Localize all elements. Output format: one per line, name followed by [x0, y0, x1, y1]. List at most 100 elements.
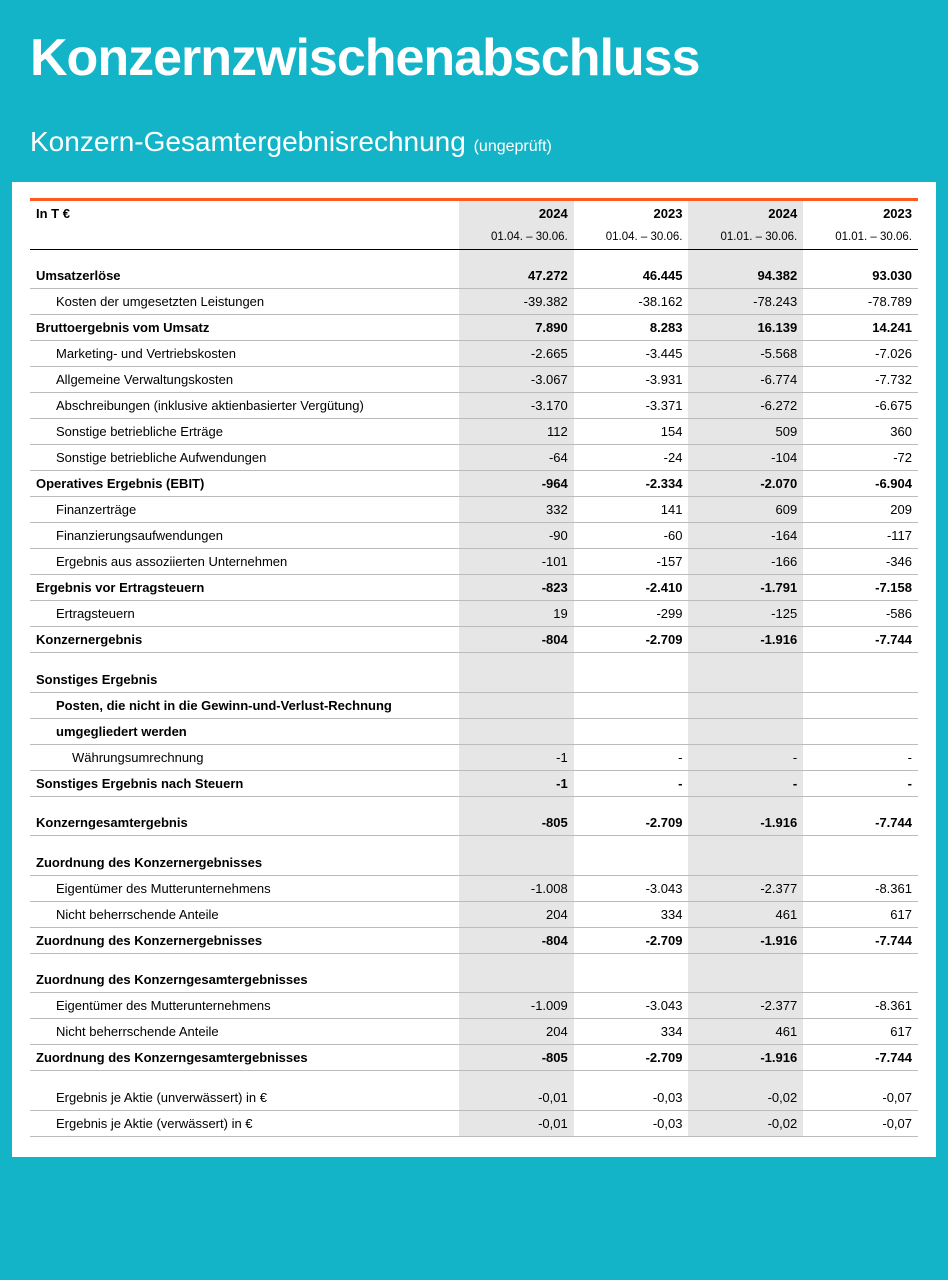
- row-value: -5.568: [688, 341, 803, 367]
- row-label: Finanzerträge: [30, 497, 459, 523]
- row-value: -164: [688, 523, 803, 549]
- row-label: Ertragsteuern: [30, 601, 459, 627]
- row-label: Zuordnung des Konzerngesamtergebnisses: [30, 1045, 459, 1071]
- row-value: -78.243: [688, 289, 803, 315]
- row-value: 509: [688, 419, 803, 445]
- row-value: 7.890: [459, 315, 574, 341]
- spacer-cell: [688, 653, 803, 667]
- row-value: -299: [574, 601, 689, 627]
- row-value: -64: [459, 445, 574, 471]
- row-value: -1.009: [459, 993, 574, 1019]
- row-value: -1.916: [688, 927, 803, 953]
- row-value: -804: [459, 627, 574, 653]
- row-value: [459, 718, 574, 744]
- row-value: -2.377: [688, 875, 803, 901]
- row-value: 609: [688, 497, 803, 523]
- col-period: 01.01. – 30.06.: [688, 226, 803, 250]
- row-value: -: [803, 770, 918, 796]
- row-value: -2.709: [574, 927, 689, 953]
- row-value: [803, 718, 918, 744]
- row-value: -6.272: [688, 393, 803, 419]
- row-value: 8.283: [574, 315, 689, 341]
- row-value: 334: [574, 1019, 689, 1045]
- row-value: -2.709: [574, 1045, 689, 1071]
- spacer-cell: [459, 836, 574, 850]
- row-value: -2.070: [688, 471, 803, 497]
- row-value: [459, 692, 574, 718]
- section-label: Zuordnung des Konzernergebnisses: [30, 850, 459, 876]
- row-value: [803, 692, 918, 718]
- row-label: Ergebnis aus assoziierten Unternehmen: [30, 549, 459, 575]
- row-value: 461: [688, 901, 803, 927]
- row-value: -166: [688, 549, 803, 575]
- col-year: 2023: [574, 200, 689, 227]
- row-value: 19: [459, 601, 574, 627]
- row-value: 154: [574, 419, 689, 445]
- row-value: 204: [459, 901, 574, 927]
- spacer-cell: [30, 1071, 459, 1085]
- row-value: -101: [459, 549, 574, 575]
- row-value: 47.272: [459, 250, 574, 289]
- row-value: -0,03: [574, 1110, 689, 1136]
- row-label: Sonstige betriebliche Aufwendungen: [30, 445, 459, 471]
- section-empty-cell: [688, 967, 803, 993]
- row-value: -3.043: [574, 993, 689, 1019]
- row-label: Abschreibungen (inklusive aktienbasierte…: [30, 393, 459, 419]
- row-label: Zuordnung des Konzernergebnisses: [30, 927, 459, 953]
- row-value: 94.382: [688, 250, 803, 289]
- section-empty-cell: [459, 967, 574, 993]
- row-value: -1.916: [688, 627, 803, 653]
- income-statement-table: In T €202420232024202301.04. – 30.06.01.…: [30, 198, 918, 1137]
- row-value: -805: [459, 1045, 574, 1071]
- row-label: umgegliedert werden: [30, 718, 459, 744]
- row-value: 46.445: [574, 250, 689, 289]
- row-value: 209: [803, 497, 918, 523]
- col-period: 01.04. – 30.06.: [574, 226, 689, 250]
- row-value: 334: [574, 901, 689, 927]
- section-label: Zuordnung des Konzerngesamtergebnisses: [30, 967, 459, 993]
- row-label: Währungsumrechnung: [30, 744, 459, 770]
- row-value: -8.361: [803, 875, 918, 901]
- row-value: -1.916: [688, 1045, 803, 1071]
- spacer-cell: [459, 953, 574, 967]
- page-header: Konzernzwischenabschluss: [0, 0, 948, 108]
- row-value: -2.334: [574, 471, 689, 497]
- spacer-cell: [803, 796, 918, 810]
- spacer-cell: [688, 836, 803, 850]
- subtitle-text: Konzern-Gesamtergebnisrechnung: [30, 126, 466, 157]
- row-value: 112: [459, 419, 574, 445]
- col-year: 2023: [803, 200, 918, 227]
- row-value: -964: [459, 471, 574, 497]
- row-value: 14.241: [803, 315, 918, 341]
- table-body: Umsatzerlöse47.27246.44594.38293.030Kost…: [30, 250, 918, 1137]
- row-value: 141: [574, 497, 689, 523]
- spacer-cell: [30, 653, 459, 667]
- spacer-cell: [574, 653, 689, 667]
- row-value: -804: [459, 927, 574, 953]
- spacer-cell: [803, 836, 918, 850]
- row-label: Kosten der umgesetzten Leistungen: [30, 289, 459, 315]
- spacer-cell: [688, 796, 803, 810]
- section-empty-cell: [803, 850, 918, 876]
- row-value: -6.904: [803, 471, 918, 497]
- row-value: -60: [574, 523, 689, 549]
- row-value: -1: [459, 770, 574, 796]
- unit-label: In T €: [30, 200, 459, 227]
- row-value: 204: [459, 1019, 574, 1045]
- spacer-cell: [459, 796, 574, 810]
- row-label: Konzernergebnis: [30, 627, 459, 653]
- section-empty-cell: [459, 667, 574, 693]
- table-container: In T €202420232024202301.04. – 30.06.01.…: [12, 182, 936, 1157]
- row-value: -586: [803, 601, 918, 627]
- row-value: -117: [803, 523, 918, 549]
- row-value: -2.665: [459, 341, 574, 367]
- row-value: -3.445: [574, 341, 689, 367]
- row-value: [574, 692, 689, 718]
- row-value: [574, 718, 689, 744]
- row-value: -0,02: [688, 1110, 803, 1136]
- row-value: -7.744: [803, 627, 918, 653]
- row-value: -157: [574, 549, 689, 575]
- subtitle-row: Konzern-Gesamtergebnisrechnung (ungeprüf…: [0, 108, 948, 182]
- row-value: -8.361: [803, 993, 918, 1019]
- row-value: -7.744: [803, 1045, 918, 1071]
